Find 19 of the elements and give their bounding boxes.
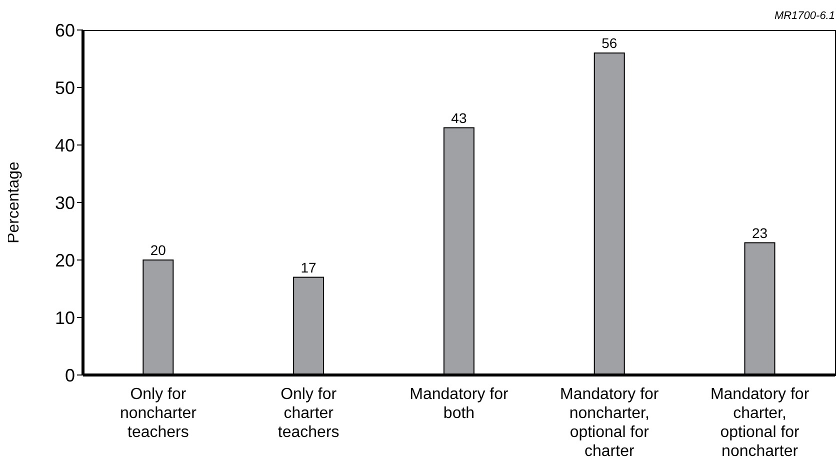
data-label: 43 [451,110,467,126]
x-tick-label: Mandatory for both [410,386,510,422]
x-tick-label: Only for charter teachers [278,386,340,441]
data-label: 56 [602,35,618,51]
y-tick-label: 30 [54,192,75,213]
x-tick-label: Only for noncharter teachers [120,386,198,441]
data-label: 23 [752,224,768,241]
y-tick-label: 40 [54,135,75,156]
y-tick-label: 20 [54,250,75,270]
y-tick-label: 0 [64,365,75,386]
x-tick-label: Mandatory for charter, optional for noncharter [710,386,810,460]
y-axis-title: Percentage [6,161,23,244]
x-tick-label: Mandatory for noncharter, optional for charter [560,386,660,460]
y-tick-label: 10 [54,308,75,328]
y-tick-label: 60 [54,20,75,40]
data-label: 17 [300,259,317,276]
data-label: 20 [150,242,166,258]
text: MR1700-6.1 [774,10,835,22]
y-tick-label: 50 [54,78,75,98]
